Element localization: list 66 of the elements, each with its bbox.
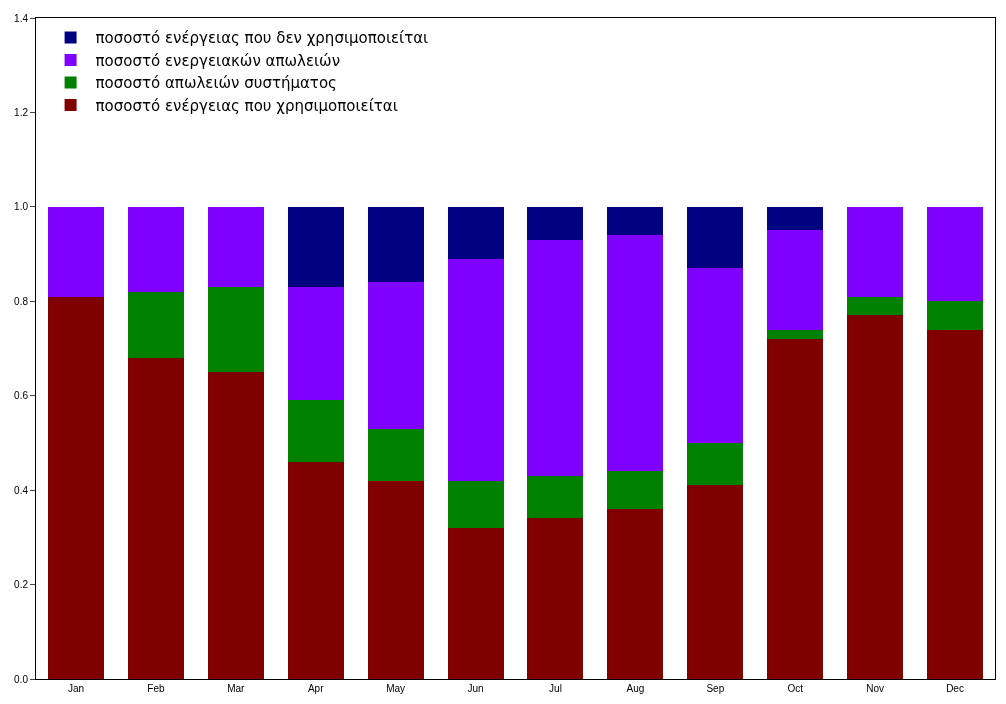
bar [287,400,344,462]
x-tick-label: Aug [626,683,645,694]
bar [367,480,424,679]
bar [287,461,344,679]
legend-label: ποσοστό ενέργειας που δεν χρησιμοποιείται [95,29,429,48]
x-tick-label: Dec [946,683,964,694]
bar [127,291,184,358]
y-tick-label: 0.8 [14,295,29,307]
bar [127,206,184,292]
bar [287,206,344,288]
x-tick-label: Apr [307,683,325,694]
bar [447,258,504,481]
x-tick-label: Jan [67,683,85,694]
bar [847,206,904,297]
x-tick-label: Jul [549,683,562,694]
x-tick-label: May [386,683,406,694]
y-tick-label: 0.6 [14,390,29,402]
bar [767,230,824,330]
bar [447,527,504,679]
x-tick-label: Oct [787,683,804,694]
bar [287,287,344,401]
bar [527,518,584,679]
bar [607,235,664,472]
legend-label: ποσοστό ενεργειακών απωλειών [95,51,341,70]
bar [767,329,824,340]
bar [687,206,744,269]
x-tick-label: Nov [866,683,885,694]
x-tick-label: Mar [227,683,246,694]
bar [447,206,504,259]
bar [367,206,424,283]
bar [847,296,904,316]
bar [527,239,584,476]
bar [207,206,264,288]
bar [527,206,584,240]
bar [207,372,264,679]
bar [927,329,984,679]
bar [927,206,984,302]
legend-label: ποσοστό ενέργειας που χρησιμοποιείται [95,96,398,115]
bar [527,475,584,519]
y-tick-label: 1.0 [14,201,29,213]
bar [47,206,104,297]
y-tick-label: 1.4 [14,12,29,24]
y-tick-label: 0.4 [14,484,29,496]
bar [367,282,424,429]
bar [847,315,904,679]
bar [447,480,504,528]
x-tick-label: Jun [467,683,484,694]
bar [607,471,664,510]
bar [927,301,984,330]
legend-label: ποσοστό απωλειών συστήματος [95,74,337,93]
bar [687,442,744,486]
bar [607,509,664,679]
bar [367,428,424,481]
bar [687,485,744,679]
bar [607,206,664,236]
y-tick-label: 1.2 [14,106,29,118]
bar [687,268,744,443]
bar [127,357,184,679]
bar [767,206,824,231]
y-tick-label: 0.2 [14,579,29,591]
bar [207,287,264,373]
x-tick-label: Sep [706,683,725,694]
y-tick-label: 0.0 [14,673,29,685]
bar [47,296,104,679]
x-tick-label: Feb [147,683,165,694]
bar [767,339,824,679]
